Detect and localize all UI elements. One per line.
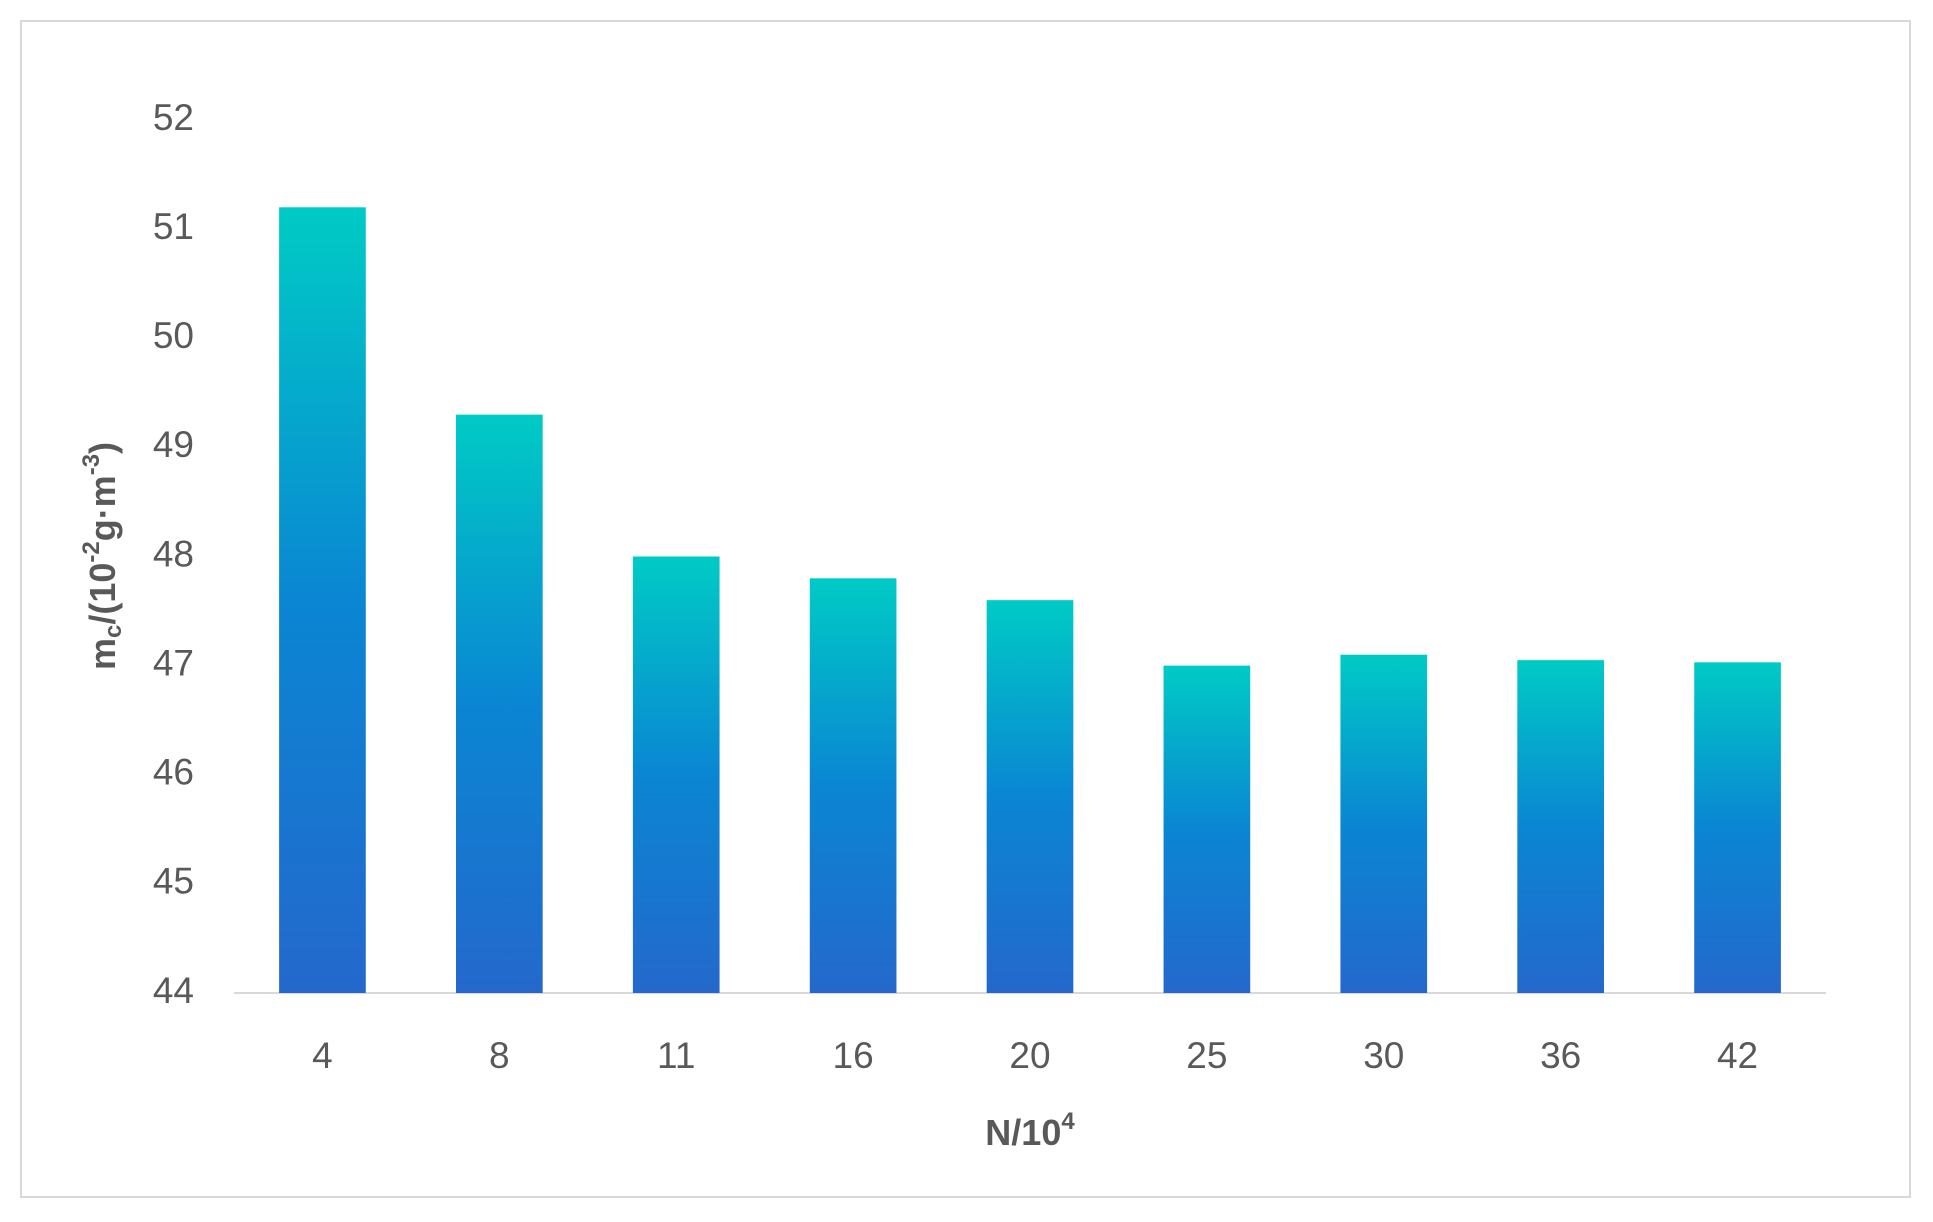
x-tick-label: 16 <box>833 1035 874 1076</box>
bar <box>279 207 366 994</box>
y-label-sup: -2 <box>78 541 105 562</box>
bar <box>1694 662 1781 993</box>
bar <box>1517 660 1605 993</box>
x-tick-label: 36 <box>1540 1035 1581 1076</box>
y-label-sub: c <box>100 625 127 638</box>
x-tick-label: 11 <box>657 1035 695 1076</box>
bar <box>809 578 897 993</box>
x-tick-label: 8 <box>489 1035 510 1076</box>
y-tick-label: 47 <box>153 642 194 683</box>
x-label-part: N/10 <box>985 1112 1061 1153</box>
x-tick-label: 42 <box>1717 1035 1758 1076</box>
y-label-sup: -3 <box>78 454 105 475</box>
bar <box>1163 665 1251 993</box>
bar <box>632 556 720 993</box>
bar <box>986 600 1074 993</box>
y-label-part: /(10 <box>82 563 123 625</box>
x-axis-label: N/104 <box>985 1108 1075 1152</box>
y-label-part: m <box>82 638 123 670</box>
y-tick-label: 49 <box>153 424 194 465</box>
y-axis-label: mc/(10-2g·m-3) <box>78 442 127 670</box>
x-tick-label: 25 <box>1186 1035 1227 1076</box>
y-label-part: g·m <box>82 475 123 541</box>
x-tick-label: 4 <box>312 1035 333 1076</box>
y-tick-label: 45 <box>153 861 194 902</box>
bar <box>1340 654 1428 993</box>
y-tick-label: 46 <box>153 752 194 793</box>
bar <box>455 414 543 993</box>
y-tick-label: 50 <box>153 315 194 356</box>
x-tick-label: 20 <box>1009 1035 1050 1076</box>
y-tick-label: 52 <box>153 97 194 138</box>
x-tick-label: 30 <box>1363 1035 1404 1076</box>
y-tick-label: 48 <box>153 533 194 574</box>
y-tick-label: 44 <box>153 970 194 1011</box>
y-label-part: ) <box>82 442 123 454</box>
x-label-sup: 4 <box>1061 1108 1075 1135</box>
y-tick-label: 51 <box>153 206 194 247</box>
